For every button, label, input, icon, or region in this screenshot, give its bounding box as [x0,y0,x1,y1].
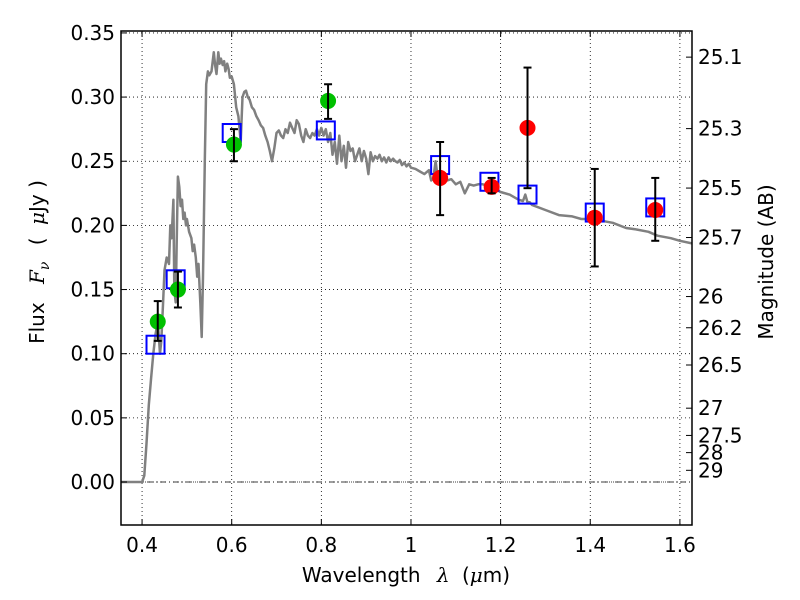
y-axis-label-mu: μ [25,212,49,225]
y2-tick-label: 25.3 [698,117,743,141]
y2-tick-label: 29 [698,458,723,482]
y-axis-ticks: 0.00 0.05 0.10 0.15 0.20 0.25 0.30 0.35 [70,21,127,494]
x-tick-label: 1.4 [574,533,606,557]
axes-border [120,30,693,526]
y2-tick-label: 27.5 [698,423,743,447]
y2-axis-label: Magnitude (AB) [754,184,778,339]
plot-area [121,50,692,484]
axes-frame [120,30,693,526]
y2-tick-label: 25.5 [698,176,743,200]
model-square-marker [315,120,336,141]
x-axis-label-unit: m) [483,563,510,587]
y-tick-label: 0.05 [70,406,115,430]
y2-tick-label: 26.5 [698,353,743,377]
y-tick-label: 0.35 [70,21,115,45]
x-tick-label: 0.8 [305,533,337,557]
y2-tick-label: 28 [698,441,723,465]
y2-tick-label: 26 [698,285,723,309]
x-tick-label: 1 [405,533,418,557]
y-tick-label: 0.30 [70,85,115,109]
x-axis-ticks: 0.4 0.6 0.8 1 1.2 1.4 1.6 [126,31,696,557]
y-axis-label-nu: ν [37,261,53,270]
y-tick-label: 0.20 [70,213,115,237]
model-square-marker [145,334,166,355]
x-axis-label-paren: ( [462,563,470,587]
y-tick-label: 0.00 [70,470,115,494]
y-axis-label-unit: Jy ) [25,180,49,214]
y2-tick-label: 25.7 [698,226,743,250]
x-tick-label: 0.4 [126,533,158,557]
x-axis-label-mu: μ [470,563,483,587]
y2-tick-label: 26.2 [698,316,743,340]
y-tick-label: 0.25 [70,149,115,173]
y2-tick-label: 25.1 [698,45,743,69]
x-axis-label-text: Wavelength [302,563,421,587]
x-axis-label: Wavelength λ (μm) [302,563,510,587]
y2-tick-label: 27 [698,396,723,420]
x-tick-label: 1.6 [664,533,696,557]
y-axis-label-F: F [25,269,49,285]
spectrum-line [121,50,692,484]
x-tick-label: 1.2 [485,533,517,557]
y-axis-label-text: Flux [25,302,49,344]
y-tick-label: 0.10 [70,342,115,366]
x-tick-label: 0.6 [216,533,248,557]
x-axis-label-lambda: λ [436,563,450,587]
y-axis-label: Flux Fν ( μJy ) [25,180,54,344]
y-tick-label: 0.15 [70,278,115,302]
y-axis-label-paren: ( [25,237,49,245]
